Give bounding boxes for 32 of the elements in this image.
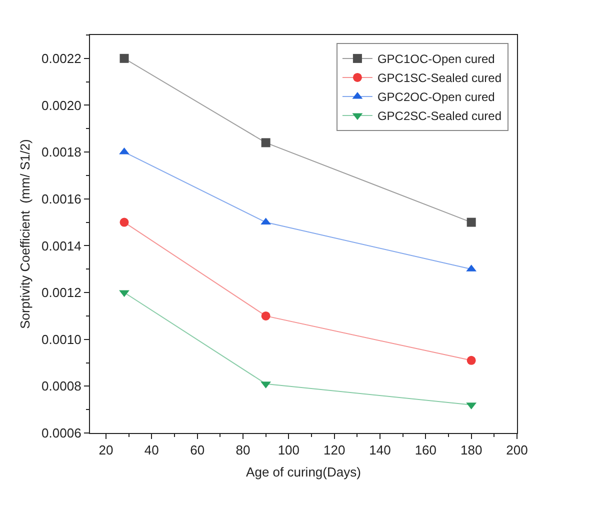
x-tick-label: 160: [414, 442, 437, 458]
y-tick-label: 0.0016: [42, 191, 82, 206]
y-tick-label: 0.0014: [42, 238, 82, 254]
point: [466, 218, 476, 227]
y-tick-label: 0.0008: [42, 378, 82, 394]
x-tick-label: 200: [506, 442, 528, 458]
point: [466, 356, 476, 365]
x-tick-label: 100: [278, 442, 300, 458]
y-tick-label: 0.0018: [42, 144, 82, 160]
y-tick-label: 0.0020: [42, 98, 82, 113]
y-tick-label: 0.0022: [42, 50, 82, 66]
legend-label: GPC2SC-Sealed cured: [377, 109, 502, 124]
y-tick-label: 0.0006: [42, 426, 82, 441]
x-tick-label: 120: [323, 442, 346, 458]
x-tick-label: 80: [236, 442, 250, 458]
legend-label: GPC2OC-Open cured: [377, 90, 495, 104]
point: [120, 218, 129, 227]
x-tick-label: 180: [460, 442, 482, 458]
x-tick-label: 20: [98, 442, 114, 458]
point: [119, 290, 130, 298]
legend-label: GPC1OC-Open cured: [377, 52, 495, 66]
x-tick-label: 40: [144, 442, 159, 458]
x-axis-title: Age of curing(Days): [246, 464, 361, 480]
y-tick-label: 0.0010: [42, 332, 82, 347]
point: [261, 138, 270, 148]
point: [120, 54, 129, 63]
legend-label: GPC1SC-Sealed cured: [377, 71, 502, 86]
x-tick-label: 60: [190, 442, 205, 458]
y-axis-title: Sorptivity Coefficient (mm/ S1/2): [17, 139, 32, 329]
point: [261, 311, 270, 320]
y-tick-label: 0.0012: [42, 285, 82, 300]
x-tick-label: 140: [369, 442, 391, 458]
